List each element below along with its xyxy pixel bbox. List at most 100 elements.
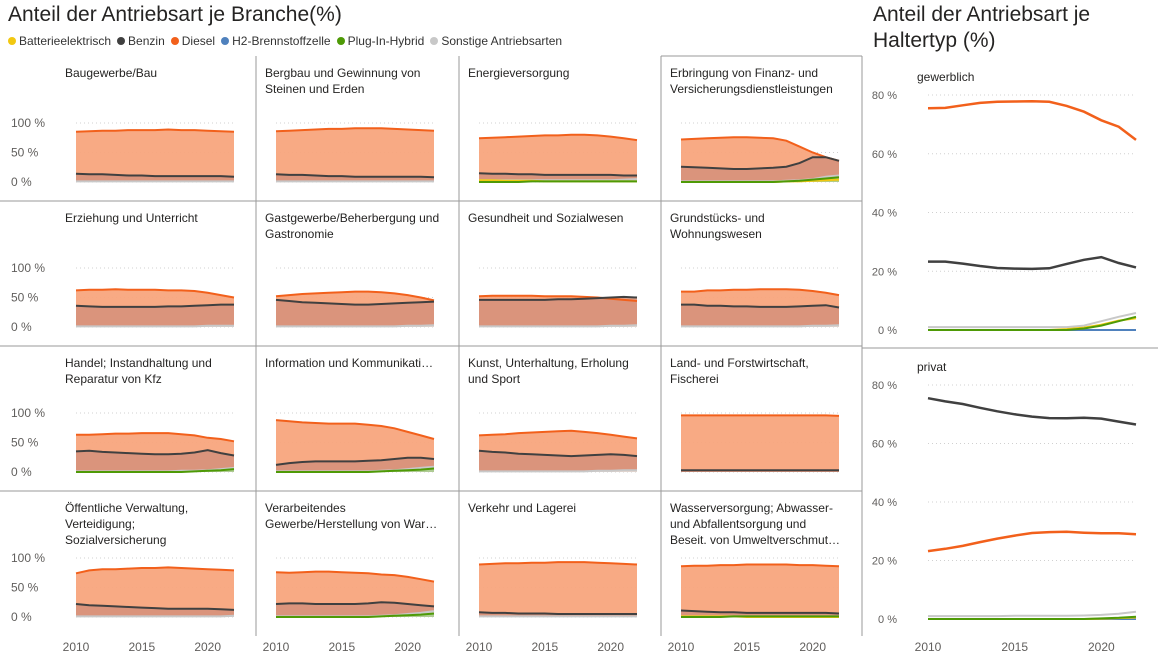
x-tick-label: 2020 [799, 640, 826, 654]
facet-erziehung-und-unterricht: Erziehung und Unterricht 0 % 50 % 100 % [11, 211, 235, 334]
area-diesel [479, 562, 637, 617]
line-plug-in-hybrid [681, 615, 839, 618]
area-diesel [479, 134, 637, 182]
line-diesel [478, 294, 638, 302]
facet-gastgewerbe-beherbergung-und-gastronomie: Gastgewerbe/Beherbergung und Gastronomie [265, 211, 439, 328]
facet-title: Beseit. von Umweltverschmut… [670, 533, 840, 547]
line-diesel [75, 566, 235, 575]
y-tick-label: 0 % [11, 320, 32, 334]
line-benzin [681, 303, 840, 309]
line-diesel [275, 290, 435, 302]
y-tick-label: 100 % [11, 551, 45, 565]
line-sonstige-antriebsarten [681, 324, 840, 328]
area-benzin [76, 450, 234, 472]
line-diesel [76, 432, 235, 443]
area-diesel [276, 128, 434, 182]
facet-ffentliche-verwaltung-verteidigung-sozialversicherung: Öffentliche Verwaltung, Verteidigung; Sozi… [11, 501, 235, 624]
legend-item-h2-brennstoffzelle[interactable]: H2-Brennstoffzelle [221, 34, 331, 48]
legend-marker [8, 37, 16, 45]
line-benzin [680, 609, 840, 615]
line-diesel [275, 419, 435, 440]
legend-item-benzin[interactable]: Benzin [117, 34, 165, 48]
line-sonstige-antriebsarten [479, 324, 638, 328]
haltertyp-facet-privat: privat 0 % 20 % 40 % 60 % 80 % [872, 360, 1137, 626]
facet-title: Baugewerbe/Bau [65, 66, 157, 80]
line-plug-in-hybrid [928, 315, 1137, 331]
facet-title: Gastgewerbe/Beherbergung und [265, 211, 439, 225]
line-diesel [275, 570, 435, 583]
facet-baugewerbe-bau: Baugewerbe/Bau 0 % 50 % 100 % [11, 66, 235, 189]
area-plug-in-hybrid [76, 469, 234, 472]
legend-label: Diesel [181, 34, 216, 48]
facet-title: Gastronomie [265, 227, 334, 241]
line-benzin [75, 303, 234, 308]
line-benzin [275, 173, 435, 179]
line-diesel [478, 133, 638, 142]
line-sonstige-antriebsarten [928, 610, 1137, 618]
facet-title: und Abfallentsorgung und [670, 517, 806, 531]
facet-title: gewerblich [917, 70, 974, 84]
area-diesel [681, 415, 839, 472]
area-diesel [76, 129, 234, 182]
facet-title: Erbringung von Finanz- und [670, 66, 818, 80]
haltertyp-facet-gewerblich: gewerblich 0 % 20 % 40 % 60 % 80 % [872, 70, 1137, 337]
facet-title: Land- und Forstwirtschaft, [670, 356, 809, 370]
line-diesel [75, 128, 235, 133]
x-tick-label: 2015 [531, 640, 558, 654]
y-tick-label: 0 % [11, 175, 32, 189]
y-tick-label: 100 % [11, 261, 45, 275]
y-tick-label: 50 % [11, 581, 39, 595]
facet-title: Wohnungswesen [670, 227, 762, 241]
facet-gesundheit-und-sozialwesen: Gesundheit und Sozialwesen [468, 211, 638, 328]
y-tick-label: 0 % [878, 325, 897, 337]
facet-title: Verarbeitendes [265, 501, 346, 515]
facet-title: Verkehr und Lagerei [468, 501, 576, 515]
facet-title: Gewerbe/Herstellung von War… [265, 517, 437, 531]
legend-label: Sonstige Antriebsarten [441, 34, 563, 48]
facet-title: Fischerei [670, 372, 719, 386]
line-sonstige-antriebsarten [479, 469, 637, 473]
facet-title: Steinen und Erden [265, 82, 364, 96]
facet-title: Bergbau und Gewinnung von [265, 66, 420, 80]
x-tick-label: 2015 [733, 640, 760, 654]
line-benzin [75, 449, 235, 457]
facet-title: Erziehung und Unterricht [65, 211, 198, 225]
y-tick-label: 50 % [11, 436, 39, 450]
line-benzin [479, 295, 638, 301]
facet-title: Sozialversicherung [65, 533, 166, 547]
line-diesel [927, 99, 1137, 141]
line-benzin [275, 298, 435, 306]
y-tick-label: 0 % [878, 614, 897, 626]
line-diesel [680, 563, 840, 568]
left-chart-title: Anteil der Antriebsart je Branche(%) [8, 3, 342, 26]
area-benzin [276, 602, 434, 617]
legend-marker [170, 37, 179, 45]
legend-item-diesel[interactable]: Diesel [170, 34, 216, 48]
line-diesel [681, 288, 840, 297]
y-tick-label: 100 % [11, 406, 45, 420]
y-tick-label: 60 % [872, 149, 897, 161]
x-tick-label: 2020 [597, 640, 624, 654]
line-benzin [478, 172, 637, 177]
right-chart-title-line1: Anteil der Antriebsart je [873, 3, 1091, 26]
chart-legend: Batterieelektrisch Benzin Diesel H2-Brennst… [8, 34, 568, 48]
facet-wasserversorgung-abwasser-und-abfallentsorgung-und-beseit-von-umweltverschmut: Wasserversorgung; Abwasser-und Abfallent… [670, 501, 840, 618]
legend-item-sonstige-antriebsarten[interactable]: Sonstige Antriebsarten [430, 34, 562, 48]
area-benzin [681, 304, 839, 327]
facet-bergbau-und-gewinnung-von-steinen-und-erden: Bergbau und Gewinnung von Steinen und Erd… [265, 66, 435, 183]
legend-item-batterieelektrisch[interactable]: Batterieelektrisch [8, 34, 111, 48]
legend-label: Benzin [128, 34, 165, 48]
line-sonstige-antriebsarten [276, 324, 435, 328]
line-benzin [75, 603, 235, 611]
line-diesel [275, 127, 435, 133]
y-tick-label: 100 % [11, 116, 45, 130]
line-benzin [275, 456, 435, 466]
facet-title: Information und Kommunikati… [265, 356, 433, 370]
area-benzin [479, 296, 637, 327]
y-tick-label: 50 % [11, 146, 39, 160]
facet-title: Reparatur von Kfz [65, 372, 162, 386]
legend-marker [117, 37, 126, 45]
x-tick-label: 2020 [1088, 640, 1115, 654]
facet-kunst-unterhaltung-erholung-und-sport: Kunst, Unterhaltung, Erholung und Sport [468, 356, 638, 473]
legend-item-plug-in-hybrid[interactable]: Plug-In-Hybrid [336, 34, 424, 48]
